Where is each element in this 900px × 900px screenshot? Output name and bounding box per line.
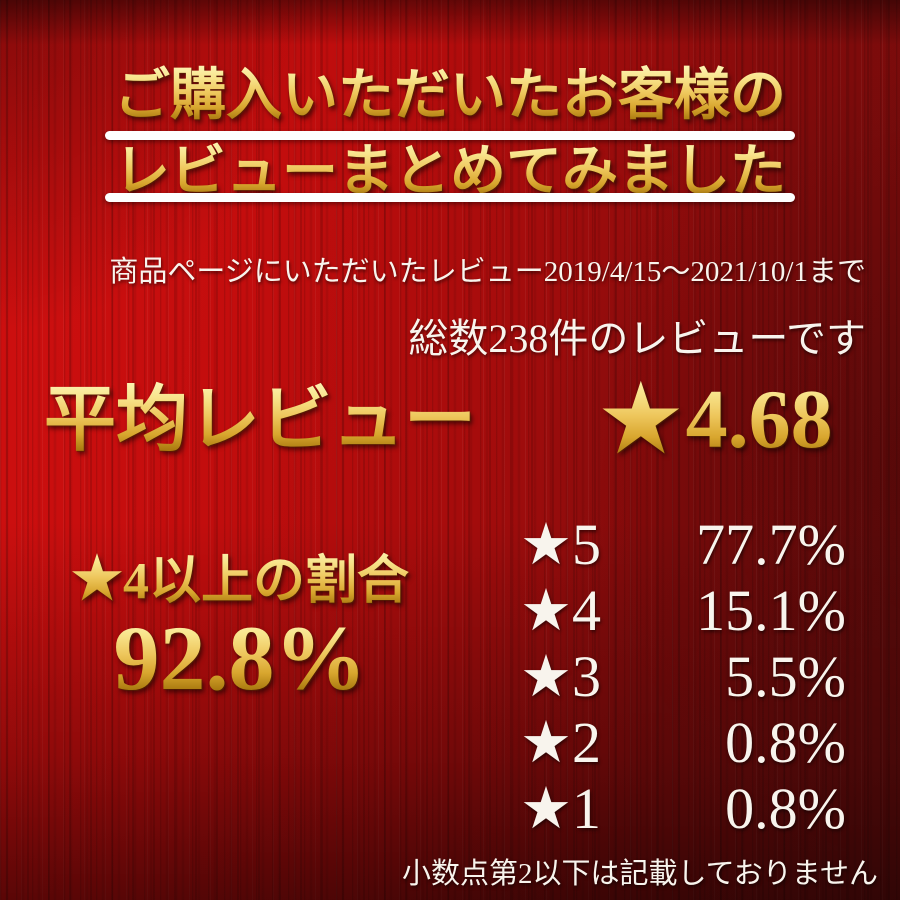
rating-breakdown-table: ★ 5 77.7% ★ 4 15.1% ★ 3 5.5% ★ 2 0.8% ★ 1 0.8… [520,512,846,842]
star-icon: ★ [596,364,686,475]
rounding-footnote: 小数点第2以下は記載しておりません [402,858,878,890]
rating-level: 5 [572,512,601,577]
rating-percent: 5.5% [725,644,846,709]
rating-row-5: ★ 5 77.7% [520,512,846,578]
star-icon: ★ [520,644,572,709]
rating-percent: 77.7% [696,512,846,577]
star-icon: ★ [520,578,572,643]
rating-row-3: ★ 3 5.5% [520,644,846,710]
rating-percent: 0.8% [725,710,846,775]
star-icon: ★ [70,546,123,611]
star-icon: ★ [520,776,572,841]
review-period-text: 商品ページにいただいたレビュー2019/4/15〜2021/10/1まで [109,256,866,288]
rating-level: 3 [572,644,601,709]
rating-level: 2 [572,710,601,775]
rating-percent: 15.1% [696,578,846,643]
share-4plus-label: ★4以上の割合 [30,548,450,613]
page-title-line-1: ご購入いただいたお客様の [0,64,900,128]
rating-row-1: ★ 1 0.8% [520,776,846,842]
review-total-text: 総数238件のレビューです [408,316,866,361]
share-4plus-value: 92.8% [30,612,450,704]
average-review-value: ★ 4.68 [596,364,833,475]
rating-row-2: ★ 2 0.8% [520,710,846,776]
star-icon: ★ [520,512,572,577]
rating-percent: 0.8% [725,776,846,841]
star-icon: ★ [520,710,572,775]
title-underline-1 [105,131,795,140]
title-underline-2 [105,193,795,202]
page-title-line-2: レビューまとめてみました [0,140,900,204]
share-4plus-label-text: 4以上の割合 [122,553,409,610]
rating-level: 4 [572,578,601,643]
average-review-label: 平均レビュー [44,380,477,460]
average-rating-number: 4.68 [685,373,833,466]
rating-row-4: ★ 4 15.1% [520,578,846,644]
rating-level: 1 [572,776,601,841]
